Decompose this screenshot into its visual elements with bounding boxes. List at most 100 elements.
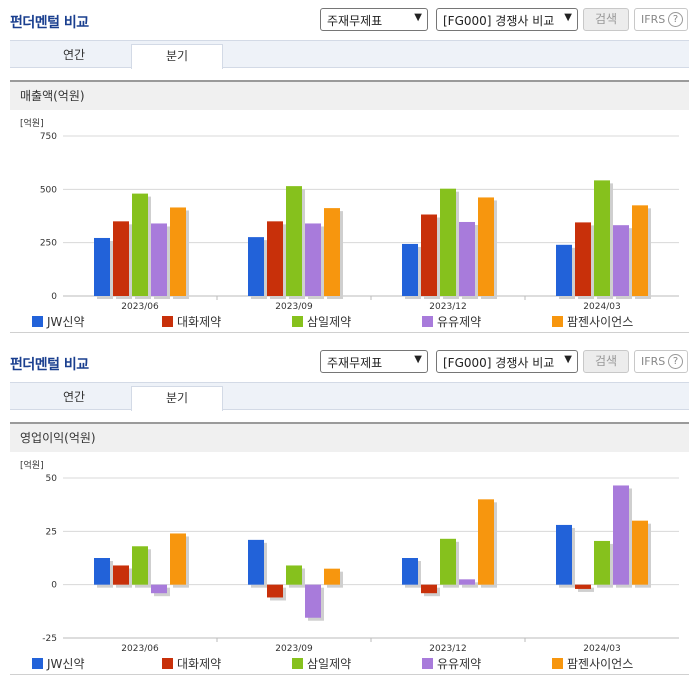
- bar-유유제약-2023/09: [305, 223, 321, 296]
- legend-label: 대화제약: [177, 315, 222, 329]
- legend-item[interactable]: JW신약: [32, 655, 85, 672]
- bar-팜젠사이언스-2024/03: [632, 205, 648, 296]
- legend-item[interactable]: 유유제약: [422, 655, 481, 672]
- legend-swatch: [422, 316, 433, 327]
- bar-대화제약-2023/09: [267, 584, 283, 598]
- period-tabs: 연간 분기: [10, 382, 689, 411]
- y-tick-label: 50: [46, 474, 58, 484]
- legend-swatch: [292, 316, 303, 327]
- x-tick-label: 2023/12: [429, 302, 466, 310]
- bar-팜젠사이언스-2023/06: [170, 533, 186, 585]
- legend-item[interactable]: 대화제약: [162, 313, 221, 330]
- legend-swatch: [552, 316, 563, 327]
- bar-삼일제약-2024/03: [594, 180, 610, 296]
- legend-item[interactable]: 삼일제약: [292, 655, 351, 672]
- chevron-down-icon: ▼: [414, 354, 422, 365]
- legend-swatch: [32, 316, 43, 327]
- statement-select-value: 주재무제표: [327, 14, 383, 28]
- x-tick-label: 2024/03: [583, 644, 620, 652]
- ifrs-button[interactable]: IFRS ?: [634, 8, 688, 31]
- x-tick-label: 2023/06: [121, 302, 159, 310]
- bar-JW신약-2023/09: [248, 539, 264, 585]
- help-icon[interactable]: ?: [668, 12, 683, 27]
- x-tick-label: 2023/06: [121, 644, 159, 652]
- legend-label: 삼일제약: [307, 315, 352, 329]
- tab-quarterly[interactable]: 분기: [131, 44, 223, 69]
- legend-item[interactable]: JW신약: [32, 313, 85, 330]
- bar-팜젠사이언스-2023/06: [170, 207, 186, 296]
- legend-label: 삼일제약: [307, 657, 352, 671]
- panel-title: 펀더멘털 비교: [10, 357, 89, 373]
- legend-swatch: [422, 658, 433, 669]
- tab-quarterly[interactable]: 분기: [131, 386, 223, 411]
- y-unit-label: [억원]: [20, 117, 44, 129]
- search-button[interactable]: 검색: [583, 8, 629, 31]
- legend-label: JW신약: [47, 315, 85, 329]
- y-tick-label: 0: [51, 292, 57, 302]
- bar-삼일제약-2024/03: [594, 540, 610, 585]
- legend-label: 유유제약: [437, 315, 482, 329]
- legend-item[interactable]: 유유제약: [422, 313, 481, 330]
- x-tick-label: 2024/03: [583, 302, 620, 310]
- bar-삼일제약-2023/12: [440, 188, 456, 296]
- bar-팜젠사이언스-2023/09: [324, 208, 340, 296]
- bar-삼일제약-2023/09: [286, 565, 302, 585]
- fundamental-panel-1: 펀더멘털 비교 주재무제표 ▼ [FG000] 경쟁사 비교 ▼ 검색 IFRS…: [0, 342, 696, 684]
- tab-annual[interactable]: 연간: [62, 48, 86, 62]
- bar-유유제약-2024/03: [613, 225, 629, 296]
- legend-label: JW신약: [47, 657, 85, 671]
- chart-legend: JW신약 대화제약 삼일제약 유유제약 팜젠사이언스: [10, 311, 689, 333]
- legend-swatch: [32, 658, 43, 669]
- statement-select[interactable]: 주재무제표 ▼: [320, 350, 428, 373]
- bar-shadow: [462, 582, 478, 588]
- x-tick-label: 2023/09: [275, 644, 313, 652]
- bar-chart: [억원] -25 0 25 50 2023/06 2023/09 2023/12 2024/03: [20, 459, 679, 652]
- help-icon[interactable]: ?: [668, 354, 683, 369]
- statement-select[interactable]: 주재무제표 ▼: [320, 8, 428, 31]
- legend-item[interactable]: 팜젠사이언스: [552, 313, 633, 330]
- y-tick-label: 0: [51, 581, 57, 591]
- y-tick-label: -25: [42, 634, 57, 644]
- chart-title: 영업이익(억원): [10, 422, 689, 452]
- legend-item[interactable]: 삼일제약: [292, 313, 351, 330]
- compare-select[interactable]: [FG000] 경쟁사 비교 ▼: [436, 8, 578, 31]
- bar-대화제약-2023/06: [113, 221, 129, 296]
- ifrs-button[interactable]: IFRS ?: [634, 350, 688, 373]
- compare-select[interactable]: [FG000] 경쟁사 비교 ▼: [436, 350, 578, 373]
- bar-팜젠사이언스-2023/12: [478, 499, 494, 585]
- bar-JW신약-2024/03: [556, 524, 572, 585]
- y-tick-label: 500: [40, 185, 57, 195]
- ifrs-label: IFRS: [641, 355, 666, 368]
- y-tick-label: 750: [40, 132, 57, 142]
- search-button[interactable]: 검색: [583, 350, 629, 373]
- bar-팜젠사이언스-2024/03: [632, 520, 648, 585]
- bar-chart: [억원] 0 250 500 750 2023/06 2023/09 2023/12 2024/…: [20, 117, 679, 310]
- bar-유유제약-2024/03: [613, 485, 629, 585]
- x-tick-label: 2023/09: [275, 302, 313, 310]
- chevron-down-icon: ▼: [414, 12, 422, 23]
- fundamental-panel-0: 펀더멘털 비교 주재무제표 ▼ [FG000] 경쟁사 비교 ▼ 검색 IFRS…: [10, 8, 689, 333]
- bar-삼일제약-2023/06: [132, 193, 148, 296]
- chart-title: 매출액(억원): [10, 80, 689, 110]
- legend-swatch: [292, 658, 303, 669]
- legend-swatch: [162, 658, 173, 669]
- bar-유유제약-2023/09: [305, 584, 321, 618]
- panel-header: 펀더멘털 비교 주재무제표 ▼ [FG000] 경쟁사 비교 ▼ 검색 IFRS…: [0, 342, 696, 382]
- y-tick-label: 250: [40, 239, 57, 249]
- bar-유유제약-2023/06: [151, 223, 167, 296]
- bar-대화제약-2023/09: [267, 221, 283, 296]
- legend-item[interactable]: 대화제약: [162, 655, 221, 672]
- legend-item[interactable]: 팜젠사이언스: [552, 655, 633, 672]
- bar-대화제약-2023/06: [113, 565, 129, 585]
- bar-JW신약-2023/06: [94, 237, 110, 296]
- legend-swatch: [552, 658, 563, 669]
- tab-annual[interactable]: 연간: [62, 390, 86, 404]
- statement-select-value: 주재무제표: [327, 356, 383, 370]
- legend-label: 유유제약: [437, 657, 482, 671]
- bar-팜젠사이언스-2023/12: [478, 197, 494, 296]
- period-tabs: 연간 분기: [10, 40, 689, 69]
- bar-JW신약-2023/12: [402, 558, 418, 585]
- bar-대화제약-2023/12: [421, 584, 437, 594]
- bar-JW신약-2023/06: [94, 558, 110, 585]
- bar-유유제약-2023/12: [459, 221, 475, 296]
